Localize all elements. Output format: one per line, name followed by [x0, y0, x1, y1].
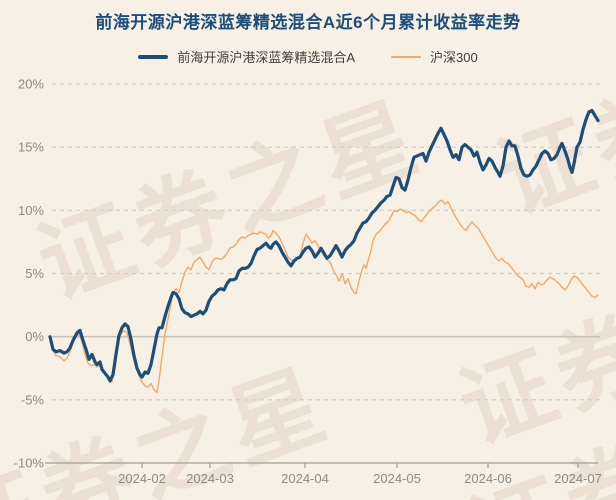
chart-legend: 前海开源沪港深蓝筹精选混合A 沪深300: [0, 47, 616, 66]
x-axis-label: 2024-06: [464, 471, 512, 486]
legend-item-fund[interactable]: 前海开源沪港深蓝筹精选混合A: [138, 47, 355, 66]
fund-series-line: [48, 108, 600, 383]
chart-title: 前海开源沪港深蓝筹精选混合A近6个月累计收益率走势: [95, 13, 521, 32]
y-axis-label: 20%: [18, 77, 44, 92]
x-axis-label: 2024-07: [554, 471, 602, 486]
y-axis-label: 15%: [18, 140, 44, 155]
y-axis-label: 0%: [25, 329, 44, 344]
y-axis-label: -5%: [21, 392, 45, 407]
x-axis-label: 2024-04: [281, 471, 329, 486]
legend-fund-label: 前海开源沪港深蓝筹精选混合A: [177, 50, 355, 65]
y-axis-label: 5%: [25, 266, 44, 281]
index-series-line: [49, 199, 599, 393]
x-axis-label: 2024-05: [373, 471, 421, 486]
x-axis-label: 2024-02: [118, 471, 166, 486]
legend-item-index[interactable]: 沪深300: [390, 47, 478, 66]
x-axis-label: 2024-03: [186, 471, 234, 486]
y-axis-label: 10%: [18, 203, 44, 218]
index-line-swatch-icon: [390, 55, 421, 58]
fund-line-swatch-icon: [138, 54, 169, 59]
legend-index-label: 沪深300: [429, 50, 478, 65]
y-axis-label: -10%: [14, 456, 45, 471]
